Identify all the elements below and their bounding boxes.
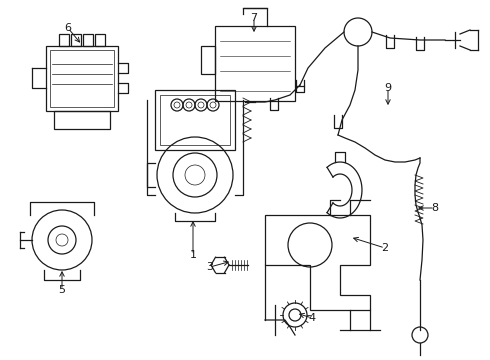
Text: 2: 2 (381, 243, 389, 253)
Bar (54, 111, 110, 129)
Text: 7: 7 (250, 13, 258, 23)
Text: 1: 1 (190, 250, 196, 260)
Text: 6: 6 (65, 23, 72, 33)
Text: 5: 5 (58, 285, 66, 295)
Bar (46, 46, 118, 111)
Bar (50, 50, 114, 107)
Bar (59, 34, 69, 46)
Bar (160, 95, 230, 145)
Bar (71, 34, 81, 46)
Text: 8: 8 (431, 203, 439, 213)
Text: 4: 4 (308, 313, 316, 323)
Bar (201, 46, 215, 74)
Text: 9: 9 (385, 83, 392, 93)
Bar (83, 34, 93, 46)
Text: 3: 3 (206, 262, 214, 272)
Bar (215, 26, 295, 101)
Bar (95, 34, 105, 46)
Bar (155, 90, 235, 150)
